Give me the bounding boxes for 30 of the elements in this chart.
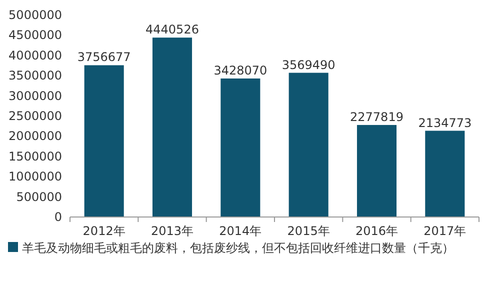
x-tick-label: 2014年 [219,224,262,238]
y-tick-label: 2000000 [8,129,62,144]
data-label: 2134773 [418,116,472,130]
data-label: 2277819 [350,110,404,124]
y-tick-label: 3000000 [8,88,62,103]
bar [220,78,260,217]
y-tick-label: 0 [54,210,62,224]
data-label: 3428070 [214,64,268,78]
data-label: 4440526 [146,22,199,37]
y-tick-label: 4500000 [8,28,62,42]
y-tick-label: 2500000 [8,109,62,123]
x-tick-label: 2015年 [287,224,330,238]
bar [152,38,192,217]
y-tick-label: 500000 [16,190,62,204]
y-tick-label: 4000000 [8,48,62,62]
x-tick-label: 2012年 [82,224,126,238]
data-label: 3569490 [282,58,336,72]
x-tick-label: 2017年 [424,224,466,238]
data-label: 3756677 [77,50,131,64]
x-tick-label: 2016年 [355,224,398,238]
y-tick-label: 3500000 [8,68,62,83]
legend-label: 羊毛及动物细毛或粗毛的废料，包括废纱线，但不包括回收纤维进口数量（千克） [22,241,454,255]
bar [288,72,328,217]
y-tick-label: 5000000 [8,8,62,22]
bar [425,130,465,217]
y-tick-label: 1500000 [8,149,62,164]
x-tick-label: 2013年 [150,224,194,238]
bar [356,124,397,217]
y-tick-label: 1000000 [8,170,62,184]
bar [84,65,124,217]
